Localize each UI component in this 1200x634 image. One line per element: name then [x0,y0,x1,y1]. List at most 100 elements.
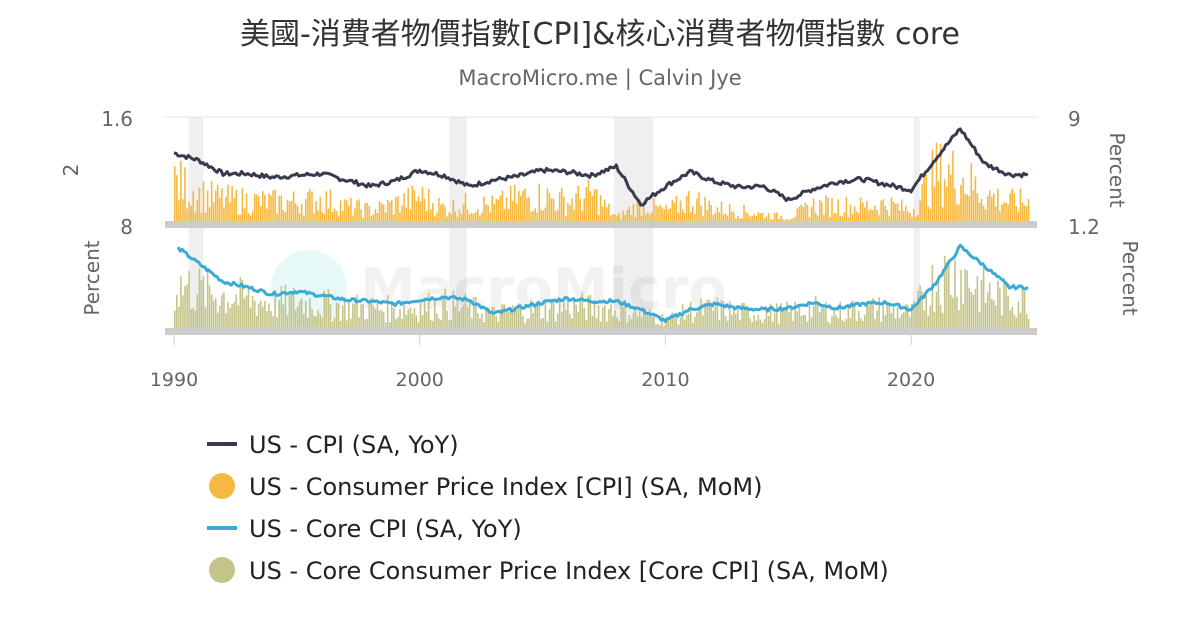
bar [479,215,481,222]
bar [948,264,950,329]
bar [503,304,506,329]
bar [538,183,541,222]
bar [896,203,899,222]
bar [282,304,285,329]
bar [337,216,340,222]
bar [1027,199,1030,222]
bar [524,188,526,222]
bar [919,200,921,222]
bar [215,190,217,222]
bar [380,203,383,222]
bar [522,190,524,222]
bar [890,313,893,329]
bar [847,304,850,329]
bar [178,200,180,222]
legend-item-cpi-yoy[interactable]: US - CPI (SA, YoY) [207,431,459,459]
bar [968,287,970,329]
bar [264,195,266,222]
bar [956,296,958,329]
bar [188,270,190,329]
bar [927,315,930,329]
legend-item-core-cpi-mom[interactable]: US - Core Consumer Price Index [Core CPI… [209,557,889,585]
bar [419,302,422,329]
bar [239,277,242,329]
legend-item-core-cpi-yoy[interactable]: US - Core CPI (SA, YoY) [207,515,522,543]
bar [403,193,405,222]
top-left-label: 2 [59,164,83,177]
bar [393,214,395,222]
bar [321,211,323,222]
bar [333,317,336,329]
bar [986,196,989,222]
bar [229,307,231,329]
bar [608,308,610,329]
bar [593,299,596,329]
chart-subtitle: MacroMicro.me | Calvin Jye [458,66,741,91]
bar [755,320,758,329]
bar [360,209,362,222]
bar [534,208,536,222]
bar [743,302,745,329]
bar [450,319,452,329]
x-tick-label: 1990 [150,369,198,391]
bar [325,191,328,222]
bar [862,320,864,330]
bar [831,316,833,329]
legend-label: US - CPI (SA, YoY) [249,431,459,459]
bar [798,206,801,222]
bar [790,305,792,329]
bar [640,316,643,329]
bar [900,199,903,222]
bar [196,294,199,329]
bar [417,196,420,222]
bar [604,305,606,329]
bar [544,300,547,329]
bar [841,320,844,329]
bar [450,213,452,222]
legend-item-cpi-mom[interactable]: US - Consumer Price Index [CPI] (SA, MoM… [209,473,762,501]
bar [386,294,389,329]
bar [350,318,352,329]
bar [470,318,473,329]
bar [915,216,917,222]
bar [913,300,915,329]
bar [292,287,295,329]
bar [348,300,350,329]
bar [212,202,215,222]
bar [800,316,803,329]
bar [591,195,594,222]
bar [366,202,369,222]
bar [370,216,373,222]
bottom-left-label: Percent [80,240,104,315]
bar [325,298,328,329]
bar [290,291,293,329]
bar [305,198,307,222]
bar [399,309,401,329]
bar [253,193,256,222]
bar [313,315,315,329]
bar [819,312,821,329]
top-panel-baseline [165,221,1037,228]
x-axis: 1990 2000 2010 2020 [150,335,935,391]
bar [206,267,209,329]
bar [937,180,940,222]
bar [716,207,719,222]
bar [999,211,1001,222]
bar [413,190,416,222]
bar [184,167,186,222]
bar [253,300,256,329]
bar [905,304,907,329]
bar [896,307,899,329]
bar [618,213,620,222]
bar [644,214,647,222]
bar [735,313,737,329]
bar [249,215,252,222]
bar [634,306,637,329]
bar [1023,205,1026,222]
bar [767,213,770,222]
bar [589,294,592,329]
bar [556,313,559,329]
bar [329,189,332,222]
bar [876,310,878,329]
